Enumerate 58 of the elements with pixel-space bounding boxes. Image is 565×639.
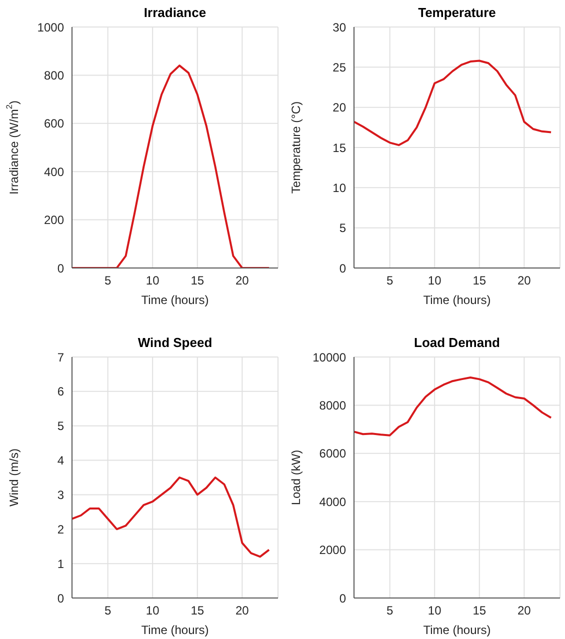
y-tick-label: 0	[339, 591, 346, 606]
y-tick-label: 7	[57, 350, 64, 364]
x-tick-label: 15	[472, 274, 486, 288]
y-tick-label: 400	[44, 164, 64, 179]
x-axis-title: Time (hours)	[423, 623, 491, 637]
y-tick-label: 0	[57, 261, 64, 276]
y-tick-label: 2000	[319, 543, 346, 558]
x-tick-label: 5	[386, 274, 394, 288]
y-axis-title: Temperature (°C)	[289, 101, 303, 194]
y-tick-label: 0	[57, 591, 64, 606]
x-tick-label: 15	[190, 274, 204, 288]
x-tick-label: 20	[517, 604, 532, 618]
chart-title: Load Demand	[413, 335, 501, 350]
chart-title: Irradiance	[142, 5, 208, 20]
y-tick-label: 2	[57, 522, 64, 536]
y-tick-label: 5	[339, 221, 346, 236]
line-series	[72, 64, 270, 268]
y-tick-label: 20	[332, 100, 346, 115]
x-axis-title: Time (hours)	[141, 293, 209, 307]
x-tick-label: 5	[386, 604, 394, 618]
x-tick-label: 20	[235, 274, 250, 288]
x-tick-label: 10	[146, 604, 160, 618]
y-tick-label: 3	[57, 488, 64, 502]
x-tick-label: 5	[104, 604, 112, 618]
line-series	[354, 376, 552, 436]
y-tick-label: 1	[57, 556, 64, 571]
line-series	[72, 476, 270, 558]
y-tick-label: 25	[332, 60, 346, 74]
x-tick-label: 20	[235, 604, 250, 618]
chart-title: Wind Speed	[136, 335, 214, 350]
line-series	[354, 60, 552, 146]
y-axis-title: Load (kW)	[289, 450, 303, 506]
x-tick-label: 15	[472, 604, 486, 618]
y-axis-title: Wind (m/s)	[7, 448, 21, 506]
x-tick-label: 10	[146, 274, 160, 288]
y-tick-label: 6000	[319, 446, 346, 461]
y-tick-label: 6	[57, 384, 64, 399]
y-tick-label: 15	[332, 140, 346, 155]
x-tick-label: 5	[104, 274, 112, 288]
y-tick-label: 0	[339, 261, 346, 276]
y-tick-label: 30	[332, 20, 346, 34]
x-tick-label: 10	[428, 274, 442, 288]
y-tick-label: 10000	[312, 350, 346, 364]
y-tick-label: 4	[57, 454, 64, 468]
y-tick-label: 800	[44, 68, 64, 82]
x-tick-label: 10	[428, 604, 442, 618]
y-tick-label: 200	[44, 213, 64, 228]
x-axis-title: Time (hours)	[141, 623, 209, 637]
y-tick-label: 5	[57, 419, 64, 434]
y-tick-label: 8000	[319, 398, 346, 412]
chart-title: Temperature	[417, 5, 497, 20]
x-tick-label: 20	[517, 274, 532, 288]
y-tick-label: 600	[44, 116, 64, 131]
x-tick-label: 15	[190, 604, 204, 618]
y-tick-label: 10	[332, 180, 346, 195]
x-axis-title: Time (hours)	[423, 293, 491, 307]
y-tick-label: 1000	[37, 20, 64, 34]
y-tick-label: 4000	[319, 494, 346, 509]
